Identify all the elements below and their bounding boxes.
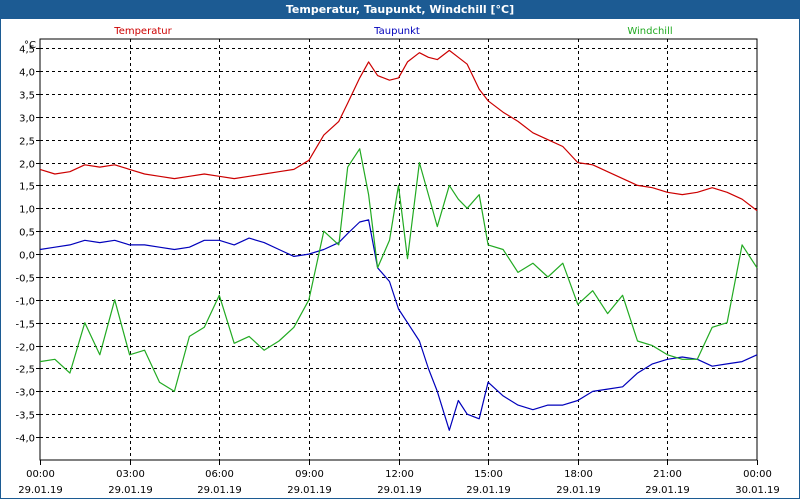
- y-tick-label: -0,5: [15, 274, 35, 285]
- y-tick-label: -3,0: [15, 388, 35, 399]
- x-tick-label-time: 03:00: [116, 469, 145, 480]
- x-tick-label-date: 29.01.19: [18, 485, 63, 496]
- series-line-temperatur: [39, 49, 758, 212]
- y-tick-label: 3,0: [19, 114, 35, 125]
- x-tick-label-time: 21:00: [653, 469, 682, 480]
- x-tick-label-time: 15:00: [474, 469, 503, 480]
- x-tick-label-time: 09:00: [295, 469, 324, 480]
- y-tick-label: -2,0: [15, 343, 35, 354]
- grid-layer: [40, 39, 757, 460]
- series-line-windchill: [39, 148, 758, 392]
- x-tick-label-time: 06:00: [205, 469, 234, 480]
- x-tick-label-time: 12:00: [385, 469, 414, 480]
- legend-layer: Temperatur Taupunkt Windchill: [113, 26, 672, 37]
- x-tick-label-time: 00:00: [26, 469, 55, 480]
- plot-area-border: [39, 38, 758, 461]
- x-tick-label-date: 29.01.19: [377, 485, 422, 496]
- y-tick-label: 2,0: [19, 160, 35, 171]
- x-tick-label-time: 18:00: [564, 469, 593, 480]
- y-tick-label: 1,0: [19, 205, 35, 216]
- y-tick-label: 0,0: [19, 251, 35, 262]
- x-tick-label-date: 30.01.19: [735, 485, 780, 496]
- x-tick-label-time: 00:00: [743, 469, 772, 480]
- y-axis-label: °C: [24, 40, 36, 51]
- y-tick-label: 4,5: [19, 45, 35, 56]
- x-tick-label-date: 29.01.19: [466, 485, 511, 496]
- series-layer: [39, 49, 758, 431]
- y-tick-label: 4,0: [19, 68, 35, 79]
- y-tick-label: -1,5: [15, 320, 35, 331]
- legend-entry-taupunkt: Taupunkt: [373, 26, 420, 37]
- legend-entry-windchill: Windchill: [627, 26, 672, 37]
- y-tick-label: 3,5: [19, 91, 35, 102]
- y-tick-label: -2,5: [15, 365, 35, 376]
- x-tick-label-date: 29.01.19: [197, 485, 242, 496]
- legend-entry-temperatur: Temperatur: [113, 26, 172, 37]
- window-title: Temperatur, Taupunkt, Windchill [°C]: [0, 0, 800, 19]
- y-tick-label: -4,0: [15, 434, 35, 445]
- x-tick-label-date: 29.01.19: [287, 485, 332, 496]
- series-line-taupunkt: [39, 219, 758, 431]
- y-tick-label: -3,5: [15, 411, 35, 422]
- x-tick-label-date: 29.01.19: [556, 485, 601, 496]
- x-tick-label-date: 29.01.19: [108, 485, 153, 496]
- axis-layer: 4,5 4,0 3,5 3,0 2,5 2,0 1,5 1,0 0,5 0,0 -0,5 -1,0 -1…: [15, 38, 780, 496]
- y-tick-label: -1,0: [15, 297, 35, 308]
- y-tick-label: 2,5: [19, 137, 35, 148]
- x-tick-label-date: 29.01.19: [645, 485, 690, 496]
- y-tick-label: 1,5: [19, 182, 35, 193]
- y-tick-label: 0,5: [19, 228, 35, 239]
